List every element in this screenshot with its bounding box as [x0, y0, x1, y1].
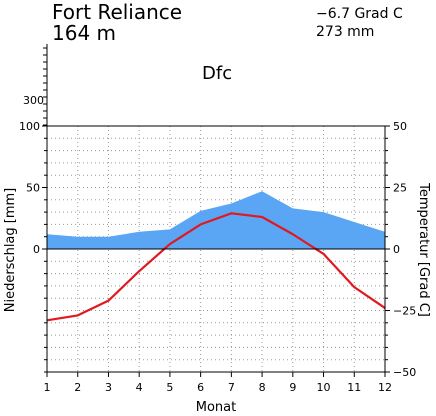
tick-label-precip: 50: [26, 182, 40, 195]
y-axis-label-right: Temperatur [Grad C]: [416, 182, 431, 317]
annual-precipitation: 273 mm: [316, 24, 374, 40]
tick-label-month: 6: [197, 381, 204, 394]
tick-label-month: 5: [166, 381, 173, 394]
tick-label-month: 10: [317, 381, 331, 394]
tick-label-temp: 50: [393, 120, 407, 133]
tick-label-temp: 0: [393, 243, 400, 256]
tick-label-month: 7: [228, 381, 235, 394]
station-elevation: 164 m: [52, 21, 116, 45]
tick-label-month: 1: [44, 381, 51, 394]
tick-label-month: 11: [347, 381, 361, 394]
tick-label-temp: −50: [393, 366, 416, 379]
tick-label-precip: 0: [33, 243, 40, 256]
climate-class: Dfc: [202, 63, 232, 84]
tick-label-precip: 100: [19, 120, 40, 133]
x-axis-label: Monat: [196, 400, 236, 415]
station-name: Fort Reliance: [52, 0, 182, 24]
precipitation-area-layer: [47, 191, 385, 249]
tick-label-precip-upper: 300: [23, 94, 44, 107]
tick-label-month: 4: [136, 381, 143, 394]
precipitation-area: [47, 191, 385, 249]
y-axis-label-left: Niederschlag [mm]: [3, 188, 18, 313]
tick-label-month: 12: [378, 381, 392, 394]
tick-label-month: 2: [74, 381, 81, 394]
mean-temperature: −6.7 Grad C: [316, 6, 403, 22]
axes: [42, 44, 390, 377]
tick-label-temp: −25: [393, 305, 416, 318]
temperature-line: [46, 212, 386, 322]
tick-label-temp: 25: [393, 182, 407, 195]
tick-label-month: 8: [259, 381, 266, 394]
tick-label-month: 9: [289, 381, 296, 394]
tick-label-month: 3: [105, 381, 112, 394]
temperature-line-layer: [46, 212, 386, 322]
